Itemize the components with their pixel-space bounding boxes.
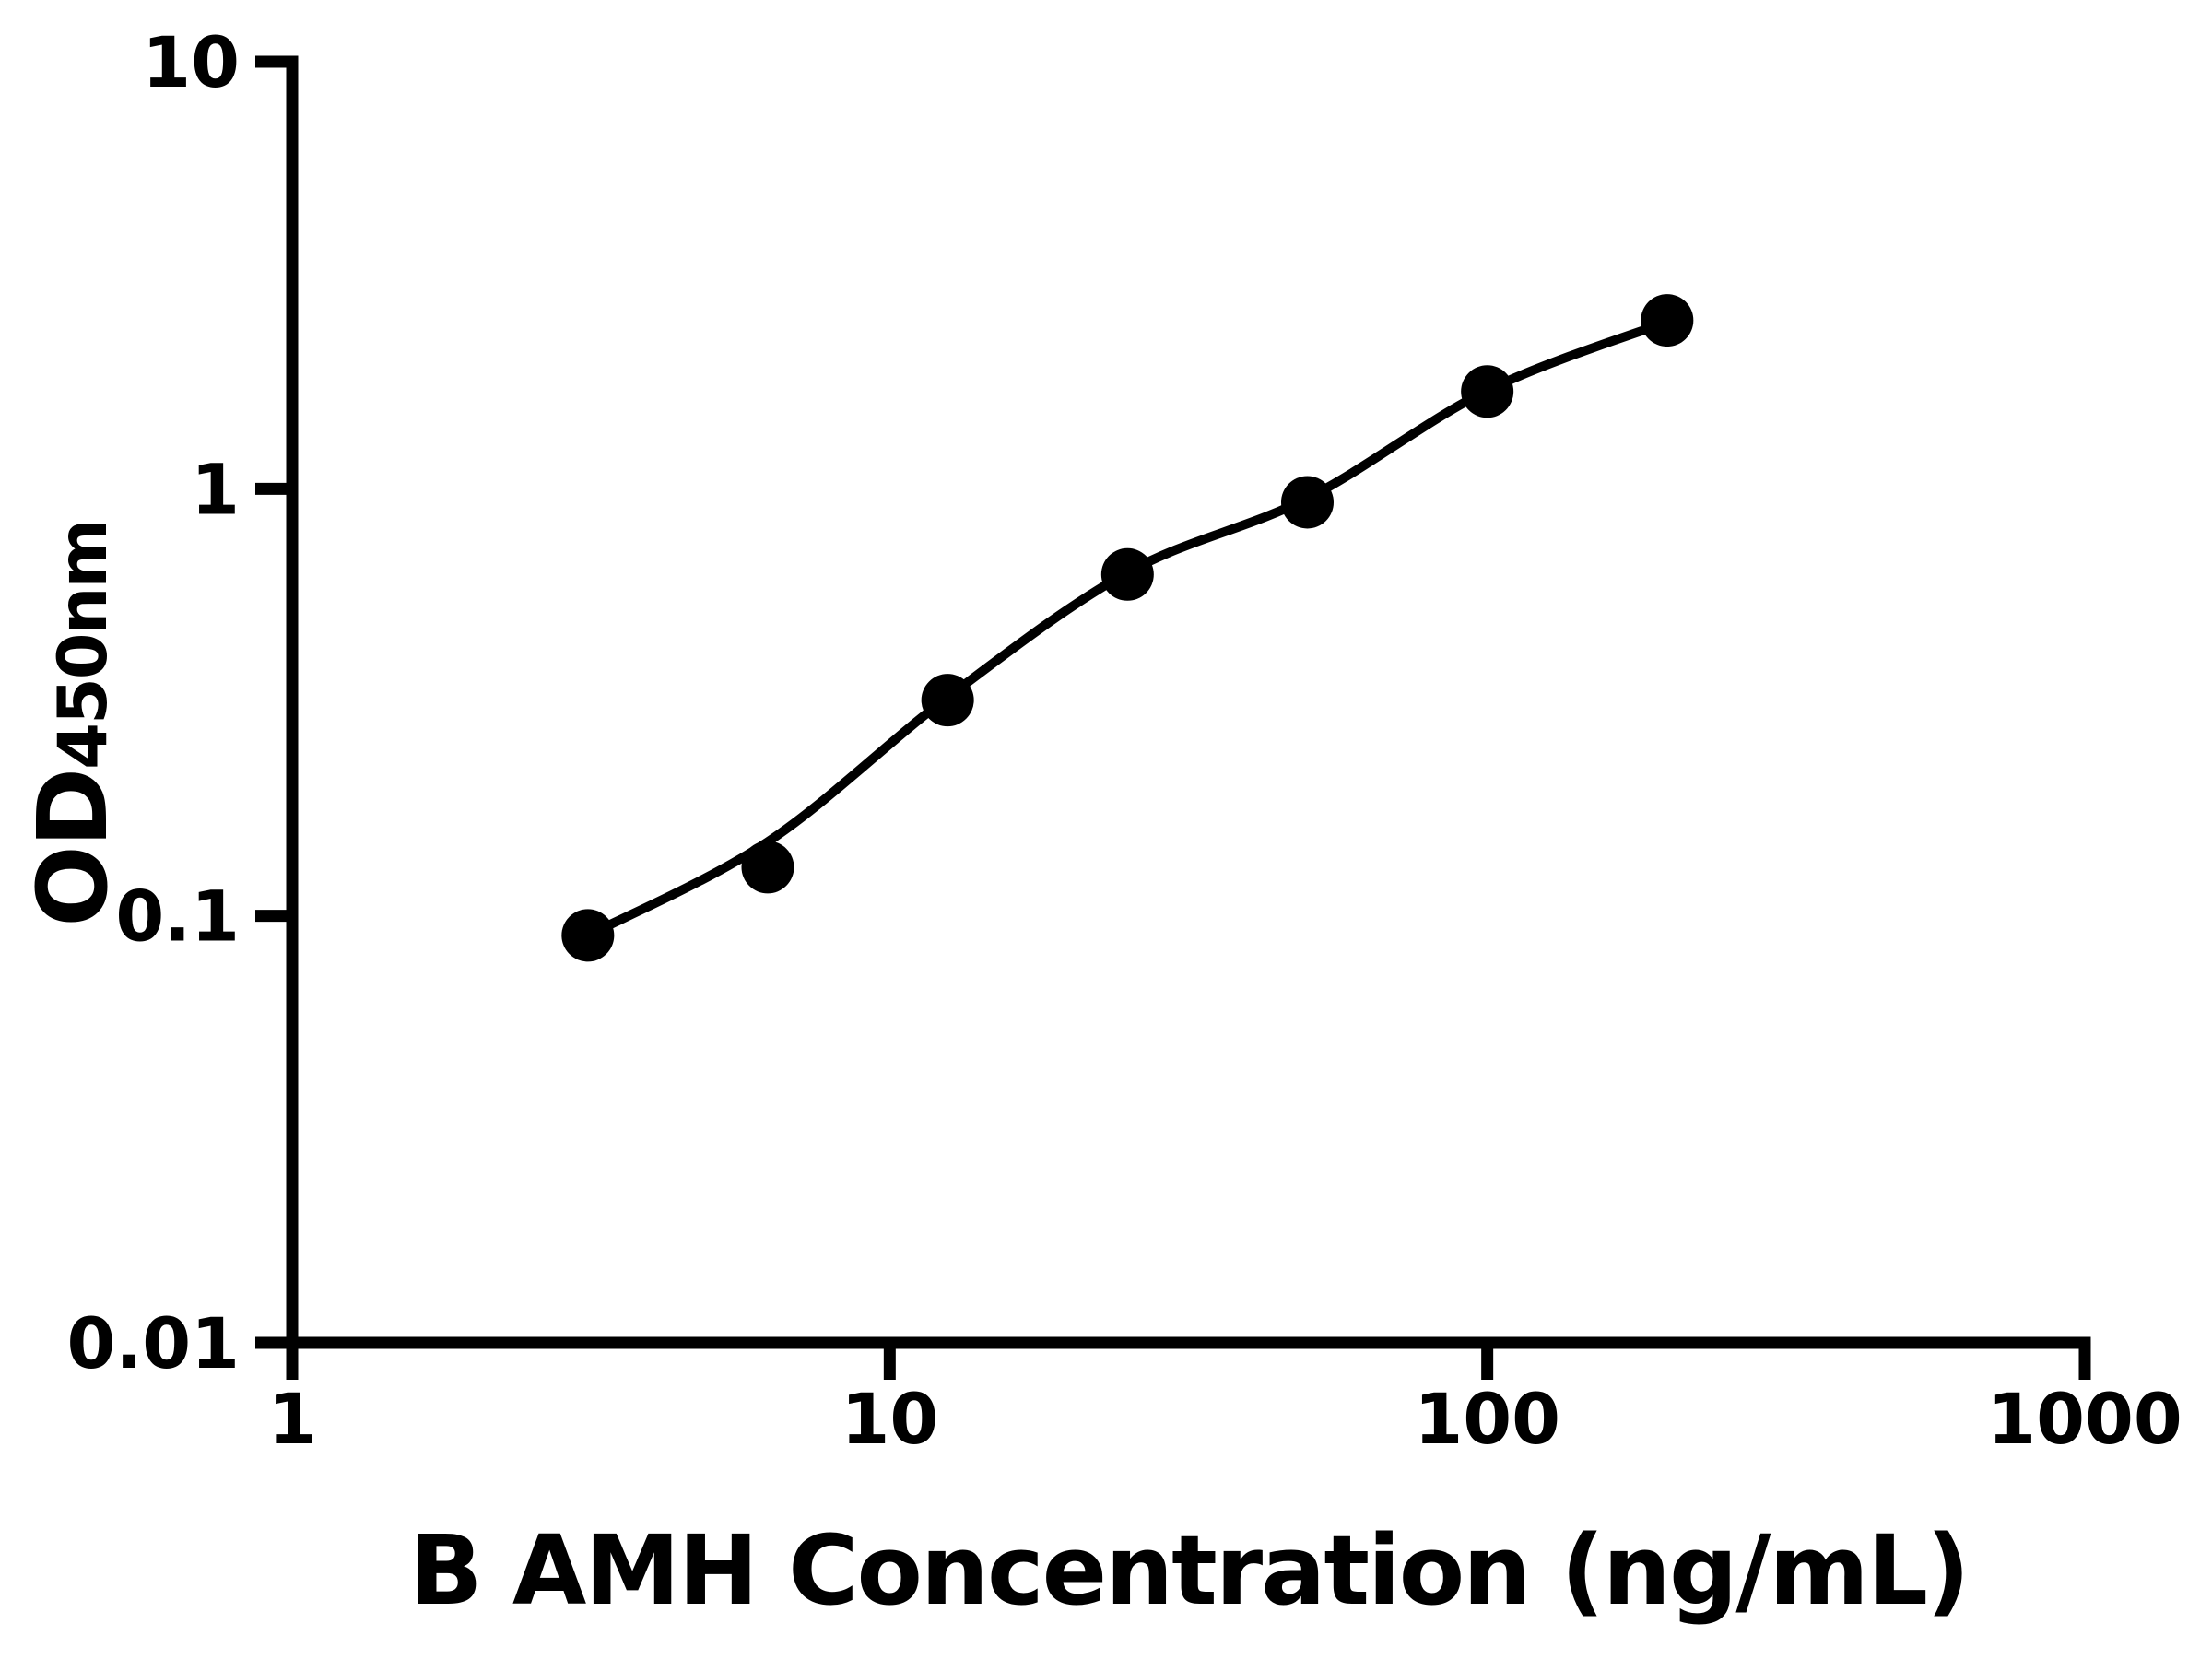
x-axis-title: B AMH Concentration (ng/mL)	[409, 1514, 1968, 1627]
y-tick-label: 10	[142, 21, 240, 103]
x-tick-label: 1	[268, 1378, 317, 1460]
y-tick-label: 0.1	[115, 876, 240, 958]
y-tick-label: 1	[191, 448, 240, 530]
data-point	[561, 909, 615, 962]
data-point	[1100, 547, 1154, 601]
y-axis-title-main: OD	[17, 770, 129, 927]
ticks-layer: 10 1 0.1 0.01 1 10 100 1000	[66, 21, 2182, 1460]
y-axis-title-sub: 450nm	[44, 520, 123, 769]
data-point	[741, 841, 794, 894]
axes-layer	[255, 55, 2091, 1349]
data-point	[1280, 476, 1334, 529]
x-tick-label: 100	[1414, 1378, 1560, 1460]
x-tick-label: 1000	[1987, 1378, 2183, 1460]
data-point	[1641, 294, 1694, 347]
data-point	[1461, 365, 1514, 418]
data-point	[921, 674, 974, 727]
points-layer	[561, 294, 1694, 962]
y-axis-title: OD450nm	[17, 520, 129, 926]
x-tick-label: 10	[841, 1378, 938, 1460]
curve-layer	[585, 317, 1669, 940]
fit-curve	[585, 317, 1669, 940]
y-tick-label: 0.01	[66, 1302, 240, 1384]
